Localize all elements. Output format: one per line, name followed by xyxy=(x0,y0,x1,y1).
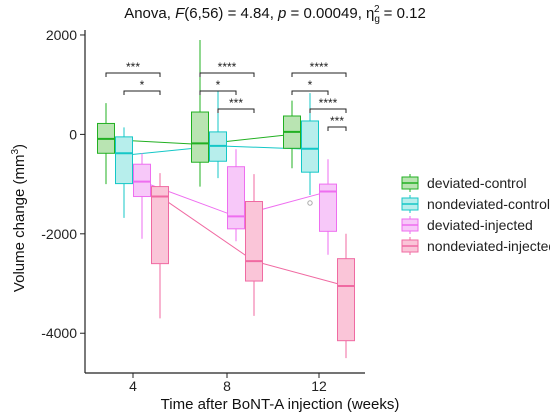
legend-item-deviated-injected: deviated-injected xyxy=(401,216,533,234)
box-body xyxy=(245,201,263,282)
significance-bracket: *** xyxy=(105,60,161,77)
box-body xyxy=(133,163,151,198)
legend-item-nondeviated-control: nondeviated-control xyxy=(401,195,550,213)
significance-label: *** xyxy=(330,114,344,128)
chart-title: Anova, F(6,56) = 4.84, p = 0.00049, ηg2 … xyxy=(124,4,426,25)
significance-label: **** xyxy=(310,60,329,74)
x-tick-label: 8 xyxy=(223,378,231,394)
box-deviated-control-8 xyxy=(191,39,209,187)
legend-item-nondeviated-injected: nondeviated-injected xyxy=(401,237,550,255)
bracket-line xyxy=(199,90,237,95)
outlier-point xyxy=(307,200,313,206)
box-body xyxy=(301,120,319,173)
significance-bracket: **** xyxy=(199,60,255,77)
box-nondeviated-control-8 xyxy=(209,90,227,179)
box-deviated-injected-8 xyxy=(227,149,245,242)
box-nondeviated-injected-8 xyxy=(245,174,263,316)
legend-label: deviated-injected xyxy=(427,217,533,233)
box-body xyxy=(191,111,209,163)
box-body xyxy=(115,136,133,185)
boxes-group xyxy=(97,39,355,359)
bracket-line xyxy=(199,72,255,77)
bracket-line xyxy=(291,72,347,77)
y-tick-label: 2000 xyxy=(46,27,77,43)
box-body xyxy=(227,166,245,230)
legend-label: nondeviated-control xyxy=(427,196,550,212)
box-body xyxy=(337,258,355,342)
box-deviated-control-12 xyxy=(283,100,301,169)
significance-bracket: *** xyxy=(217,96,255,113)
axes-group: 2000 0 -2000 -4000 4 8 12 xyxy=(41,27,365,394)
box-nondeviated-control-4 xyxy=(115,127,133,218)
box-body xyxy=(151,186,169,265)
y-axis-label-main: Volume change (mm xyxy=(11,154,28,292)
significance-bracket: * xyxy=(123,78,161,95)
significance-label: * xyxy=(140,78,145,92)
bracket-line xyxy=(309,108,347,113)
legend-item-deviated-control: deviated-control xyxy=(401,174,527,192)
bracket-line xyxy=(291,90,329,95)
significance-group: ************************ xyxy=(105,60,347,131)
y-tick-label: -4000 xyxy=(41,325,77,341)
legend-label: deviated-control xyxy=(427,175,527,191)
box-deviated-control-4 xyxy=(97,103,115,185)
legend-group: deviated-control nondeviated-control devia… xyxy=(401,174,550,255)
legend-label: nondeviated-injected xyxy=(427,238,550,254)
box-deviated-injected-12 xyxy=(319,159,337,255)
box-nondeviated-injected-4 xyxy=(151,173,169,319)
y-axis-label-suffix: ) xyxy=(11,144,28,149)
y-axis-label: Volume change (mm3) xyxy=(10,144,28,292)
x-tick-label: 4 xyxy=(129,378,137,394)
significance-label: * xyxy=(308,78,313,92)
significance-bracket: * xyxy=(291,78,329,95)
y-tick-label: 0 xyxy=(69,126,77,142)
significance-label: *** xyxy=(126,60,140,74)
significance-bracket: *** xyxy=(327,114,347,131)
significance-bracket: **** xyxy=(309,96,347,113)
bracket-line xyxy=(327,126,347,131)
y-tick-label: -2000 xyxy=(41,226,77,242)
significance-label: *** xyxy=(229,96,243,110)
box-nondeviated-control-12 xyxy=(301,93,319,206)
bracket-line xyxy=(123,90,161,95)
y-axis-label-sup: 3 xyxy=(10,148,21,154)
box-deviated-injected-4 xyxy=(133,153,151,239)
significance-bracket: **** xyxy=(291,60,347,77)
significance-label: * xyxy=(216,78,221,92)
significance-label: **** xyxy=(319,96,338,110)
box-body xyxy=(319,183,337,232)
bracket-line xyxy=(217,108,255,113)
box-nondeviated-injected-12 xyxy=(337,233,355,359)
x-tick-label: 12 xyxy=(311,378,327,394)
significance-bracket: * xyxy=(199,78,237,95)
significance-label: **** xyxy=(218,60,237,74)
bracket-line xyxy=(105,72,161,77)
x-axis-label: Time after BoNT-A injection (weeks) xyxy=(161,396,400,413)
